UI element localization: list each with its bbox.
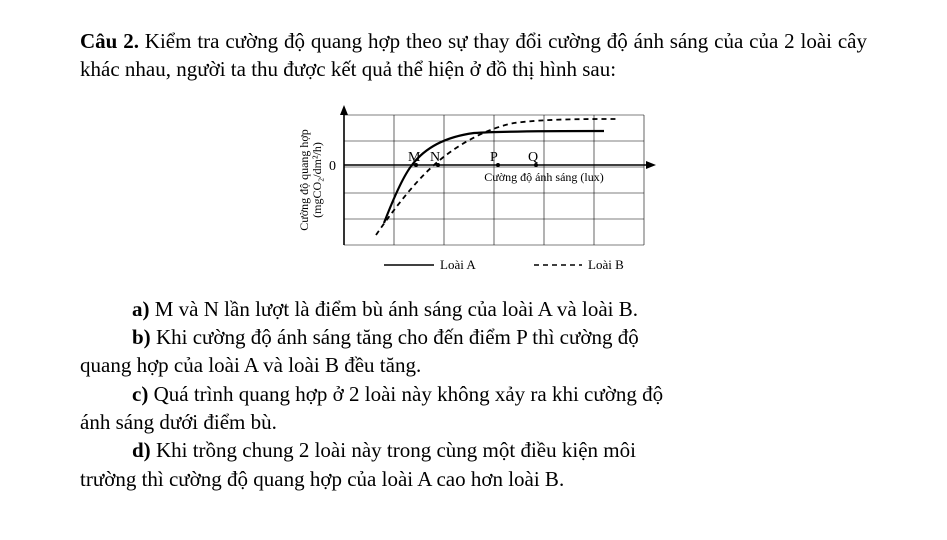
svg-text:N: N xyxy=(430,150,440,165)
svg-text:P: P xyxy=(490,150,498,165)
question-label: Câu 2. xyxy=(80,29,139,53)
option-d-text1: Khi trồng chung 2 loài này trong cùng mộ… xyxy=(151,438,636,462)
option-c-line1: c) Quá trình quang hợp ở 2 loài này khôn… xyxy=(80,380,867,408)
options-block: a) M và N lần lượt là điểm bù ánh sáng c… xyxy=(80,295,867,493)
option-c-label: c) xyxy=(132,382,148,406)
option-c-text1: Quá trình quang hợp ở 2 loài này không x… xyxy=(148,382,663,406)
option-d-line1: d) Khi trồng chung 2 loài này trong cùng… xyxy=(80,436,867,464)
option-d-label: d) xyxy=(132,438,151,462)
svg-text:Q: Q xyxy=(528,150,538,165)
chart-container: 0 Cường độ quang hợp(mgCO₂/dm²/h) Cường độ… xyxy=(80,105,867,285)
svg-text:Cường độ quang hợp(mgCO₂/dm²/h: Cường độ quang hợp(mgCO₂/dm²/h) xyxy=(297,129,324,231)
option-d-line2: trường thì cường độ quang hợp của loài A… xyxy=(80,465,867,493)
option-b-line1: b) Khi cường độ ánh sáng tăng cho đến đi… xyxy=(80,323,867,351)
svg-text:0: 0 xyxy=(329,159,336,174)
option-a-text: M và N lần lượt là điểm bù ánh sáng của … xyxy=(150,297,638,321)
svg-text:Cường độ ánh sáng (lux): Cường độ ánh sáng (lux) xyxy=(484,170,604,184)
photosynthesis-chart: 0 Cường độ quang hợp(mgCO₂/dm²/h) Cường độ… xyxy=(284,105,664,285)
option-b-line2: quang hợp của loài A và loài B đều tăng. xyxy=(80,351,867,379)
question-text: Câu 2. Kiểm tra cường độ quang hợp theo … xyxy=(80,27,867,84)
option-b-label: b) xyxy=(132,325,151,349)
option-a-label: a) xyxy=(132,297,150,321)
option-a: a) M và N lần lượt là điểm bù ánh sáng c… xyxy=(80,295,867,323)
svg-text:M: M xyxy=(408,150,421,165)
option-c-line2: ánh sáng dưới điểm bù. xyxy=(80,408,867,436)
question-body: Kiểm tra cường độ quang hợp theo sự thay… xyxy=(80,29,867,81)
option-b-text1: Khi cường độ ánh sáng tăng cho đến điểm … xyxy=(151,325,639,349)
svg-text:Loài B: Loài B xyxy=(588,257,624,272)
svg-text:Loài A: Loài A xyxy=(440,257,476,272)
